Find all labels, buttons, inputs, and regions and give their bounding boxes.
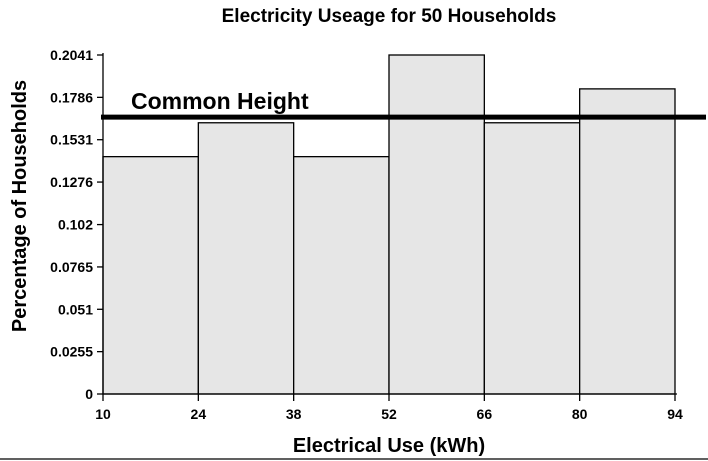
y-tick-label: 0.0255 xyxy=(50,344,93,360)
x-tick-label: 66 xyxy=(477,406,493,422)
x-axis-label: Electrical Use (kWh) xyxy=(293,435,485,457)
histogram-bar xyxy=(483,122,581,395)
y-tick-label: 0.1531 xyxy=(50,132,93,148)
x-tick-label: 38 xyxy=(286,406,302,422)
x-tick-label: 10 xyxy=(95,406,111,422)
y-tick-label: 0.1786 xyxy=(50,89,93,105)
y-tick-label: 0.1276 xyxy=(50,174,93,190)
x-tick-label: 24 xyxy=(191,406,207,422)
y-tick-label: 0.051 xyxy=(58,301,93,317)
x-tick-label: 80 xyxy=(572,406,588,422)
y-tick-label: 0 xyxy=(85,386,93,402)
x-tick-label: 52 xyxy=(381,406,397,422)
y-tick-label: 0.2041 xyxy=(50,47,93,63)
histogram-bar xyxy=(579,88,676,395)
y-axis: 0 0.0255 0.051 0.0765 0.102 0.1276 0.1531 0.178… xyxy=(50,47,104,402)
y-tick-label: 0.102 xyxy=(58,217,93,233)
histogram-bar xyxy=(102,156,199,395)
histogram-bar xyxy=(293,156,390,395)
y-tick-label: 0.0765 xyxy=(50,259,93,275)
bars-group xyxy=(102,54,676,395)
histogram-bar xyxy=(388,54,485,395)
x-tick-label: 94 xyxy=(667,406,683,422)
chart-title: Electricity Useage for 50 Households xyxy=(222,6,557,27)
x-axis: 10 24 38 52 66 80 94 xyxy=(95,393,683,422)
y-axis-label: Percentage of Households xyxy=(9,80,31,332)
common-height-label: Common Height xyxy=(131,88,309,114)
histogram-bar xyxy=(197,122,295,395)
